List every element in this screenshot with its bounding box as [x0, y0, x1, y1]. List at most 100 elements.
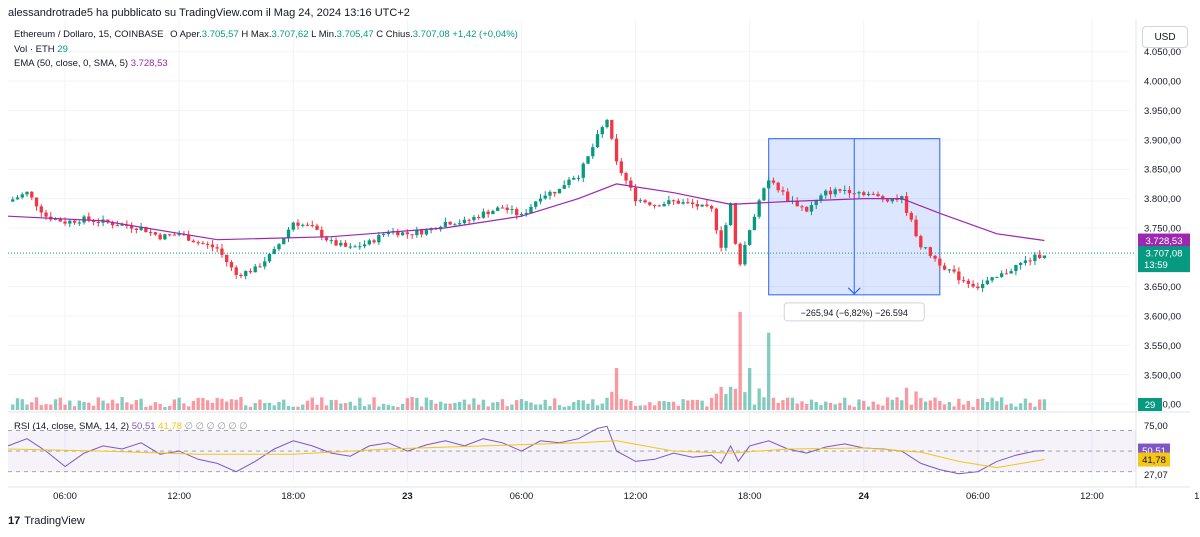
volume-bar	[581, 400, 585, 410]
candle-body	[824, 190, 828, 196]
volume-bar	[928, 400, 932, 410]
volume-bar	[548, 406, 552, 410]
time-tick-label: 06:00	[966, 491, 990, 502]
ema-label: EMA (50, close, 0, SMA, 5)	[14, 58, 129, 69]
volume-bar	[400, 403, 405, 410]
ema-line	[7, 183, 1045, 242]
candle-body	[96, 221, 100, 223]
volume-bar	[800, 401, 804, 410]
volume-label-bg	[1138, 398, 1162, 411]
volume-bar	[719, 386, 723, 410]
candle-body	[129, 225, 134, 229]
volume-bar	[286, 405, 291, 410]
candle-body	[553, 191, 557, 194]
volume-bar	[667, 401, 671, 410]
candle-body	[890, 198, 894, 202]
volume-bar	[705, 406, 709, 410]
candle-body	[662, 203, 666, 207]
candle-body	[999, 273, 1004, 277]
last-price-label-bg	[1138, 246, 1190, 273]
candle-body	[567, 179, 571, 186]
low-value: 3.705,47	[336, 29, 374, 40]
volume-bar	[329, 399, 333, 410]
volume-bar	[1033, 406, 1037, 410]
rsi-label: RSI (14, close, SMA, 14, 2)	[14, 421, 130, 432]
candle-body	[315, 225, 319, 230]
candle-body	[1038, 254, 1042, 259]
candle-body	[486, 211, 490, 215]
candle-body	[34, 197, 39, 207]
candle-body	[928, 247, 932, 256]
volume-bar	[895, 397, 899, 410]
candle-body	[448, 221, 452, 225]
brand-name: TradingView	[24, 515, 85, 527]
volume-bar	[272, 405, 276, 410]
candle-body	[776, 182, 780, 191]
currency-button[interactable]: USD	[1142, 26, 1188, 48]
volume-bar	[1018, 403, 1023, 410]
volume-bar	[957, 398, 961, 410]
candle-body	[186, 234, 191, 241]
candle-body	[923, 247, 928, 249]
volume-bar	[933, 397, 937, 410]
volume-bar	[253, 403, 257, 410]
volume-bar	[186, 406, 191, 410]
volume-bar	[767, 332, 771, 410]
candle-body	[548, 191, 552, 196]
volume-bar	[348, 401, 352, 410]
tradingview-logo-icon: 17	[8, 515, 21, 527]
volume-bar	[814, 401, 818, 410]
volume-bar	[838, 402, 842, 410]
candle-body	[919, 236, 923, 248]
volume-bar	[600, 403, 604, 410]
time-tick-label: 06:00	[53, 491, 77, 502]
candle-body	[714, 208, 719, 231]
volume-bar	[576, 400, 581, 410]
candle-body	[728, 203, 733, 226]
volume-bar	[862, 400, 866, 410]
candle-body	[286, 229, 291, 238]
volume-bar	[405, 398, 410, 410]
candle-body	[320, 229, 324, 238]
candle-body	[809, 205, 814, 212]
price-tick-label: 4.050,00	[1144, 47, 1181, 58]
volume-bar	[486, 406, 490, 410]
volume-bar	[1009, 403, 1013, 410]
volume-bar	[700, 400, 704, 410]
volume-bar	[258, 399, 262, 410]
volume-bar	[781, 400, 785, 410]
candle-body	[91, 220, 96, 222]
volume-bar	[477, 404, 481, 410]
candle-body	[795, 200, 799, 207]
volume-bar	[472, 398, 476, 410]
volume-bar	[942, 404, 947, 410]
rsi-ma-line	[7, 440, 1045, 469]
candle-body	[339, 242, 343, 246]
volume-bar	[148, 405, 153, 410]
candle-body	[120, 224, 124, 226]
candle-body	[881, 196, 885, 200]
candle-body	[814, 200, 818, 206]
volume-bar	[215, 397, 219, 410]
candle-body	[15, 197, 20, 200]
volume-bar	[282, 399, 286, 410]
volume-bar	[562, 406, 566, 410]
volume-bar	[139, 398, 143, 410]
candle-body	[629, 180, 633, 188]
volume-bar	[206, 400, 210, 410]
volume-bar	[324, 405, 329, 410]
volume-bar	[457, 401, 462, 410]
candle-body	[914, 219, 918, 237]
volume-bar	[904, 387, 909, 410]
volume-bar	[296, 406, 300, 410]
volume-bar	[353, 405, 357, 410]
volume-bar	[809, 399, 814, 410]
volume-bar	[690, 399, 695, 410]
volume-bar	[305, 400, 310, 410]
candle-body	[595, 134, 600, 148]
volume-bar	[961, 404, 966, 410]
volume-bar	[367, 404, 371, 410]
price-tick-label: 3.550,00	[1144, 341, 1181, 352]
volume-bar	[158, 404, 162, 410]
